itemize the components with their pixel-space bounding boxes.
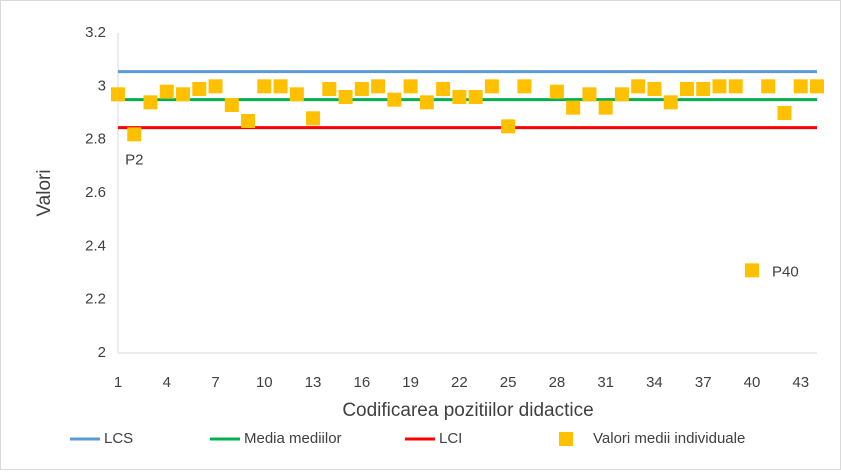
point xyxy=(614,87,629,102)
point xyxy=(143,95,158,110)
point xyxy=(679,82,694,96)
point xyxy=(777,106,792,120)
point xyxy=(306,111,321,126)
point xyxy=(338,90,353,104)
x-tick-label: 19 xyxy=(402,374,419,391)
x-tick-label: 10 xyxy=(256,374,273,391)
point xyxy=(647,82,662,96)
x-axis-label: Codificarea pozitiilor didactice xyxy=(342,400,593,421)
point xyxy=(712,79,727,94)
y-tick-label: 2.2 xyxy=(85,291,106,308)
point xyxy=(111,87,125,102)
y-axis-label: Valori xyxy=(34,169,55,216)
x-tick-label: 16 xyxy=(353,374,370,391)
y-tick-label: 3 xyxy=(98,77,106,94)
point xyxy=(436,82,451,96)
point xyxy=(484,79,499,94)
point xyxy=(501,119,516,134)
point xyxy=(273,79,288,94)
x-tick-label: 31 xyxy=(597,374,614,391)
point xyxy=(663,95,678,110)
point xyxy=(127,127,142,142)
point xyxy=(322,82,337,96)
point xyxy=(192,82,207,96)
point xyxy=(517,79,532,94)
point xyxy=(224,98,239,112)
point xyxy=(403,79,418,94)
annotation: P2 xyxy=(125,151,143,168)
point xyxy=(744,263,759,278)
legend-swatch xyxy=(559,432,573,446)
y-tick-label: 2.8 xyxy=(85,131,106,148)
x-tick-label: 40 xyxy=(744,374,761,391)
point xyxy=(176,87,191,102)
point xyxy=(241,114,256,128)
point xyxy=(159,84,174,99)
y-tick-label: 2 xyxy=(98,344,106,361)
x-tick-label: 13 xyxy=(305,374,322,391)
y-tick-label: 3.2 xyxy=(85,24,106,41)
point xyxy=(208,79,223,94)
point xyxy=(810,79,824,94)
point xyxy=(549,84,564,99)
point xyxy=(582,87,597,102)
point xyxy=(696,82,711,96)
point xyxy=(371,79,386,94)
point xyxy=(598,100,613,115)
point xyxy=(728,79,743,94)
x-tick-label: 34 xyxy=(646,374,663,391)
x-tick-label: 1 xyxy=(114,374,122,391)
legend-label: Valori medii individuale xyxy=(593,430,745,447)
point xyxy=(793,79,808,94)
point xyxy=(387,92,402,107)
x-tick-label: 37 xyxy=(695,374,712,391)
y-tick-label: 2.4 xyxy=(85,237,106,254)
legend-label: LCS xyxy=(104,430,133,447)
point xyxy=(257,79,272,94)
y-tick-label: 2.6 xyxy=(85,184,106,201)
point xyxy=(631,79,646,94)
x-tick-label: 28 xyxy=(549,374,566,391)
legend-label: Media mediilor xyxy=(244,430,342,447)
x-tick-label: 43 xyxy=(792,374,809,391)
point xyxy=(468,90,483,104)
legend-label: LCI xyxy=(439,430,462,447)
point xyxy=(419,95,434,110)
x-tick-label: 7 xyxy=(211,374,219,391)
x-tick-label: 25 xyxy=(500,374,517,391)
point xyxy=(354,82,369,96)
point xyxy=(566,100,581,115)
point xyxy=(761,79,776,94)
x-tick-label: 4 xyxy=(163,374,171,391)
point xyxy=(452,90,467,104)
point xyxy=(289,87,304,102)
x-tick-label: 22 xyxy=(451,374,468,391)
annotation: P40 xyxy=(772,263,799,280)
